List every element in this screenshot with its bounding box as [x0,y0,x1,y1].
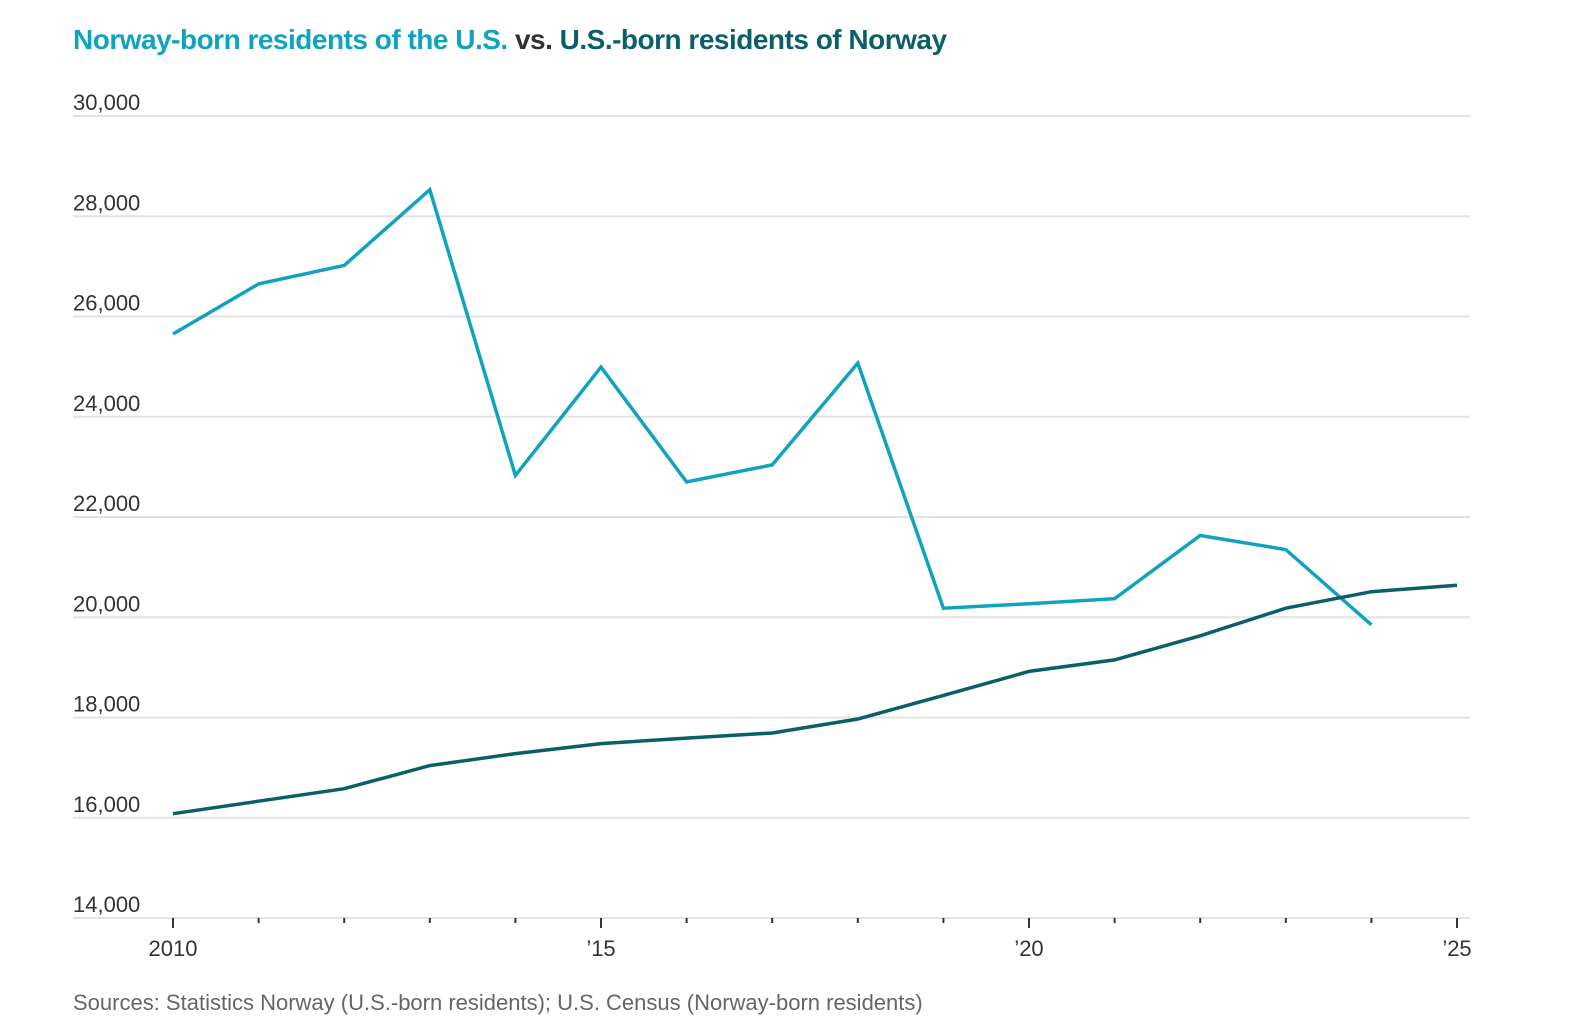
title-series1: Norway-born residents of the U.S. [73,24,508,55]
x-tick-label: ’15 [586,936,615,961]
source-note: Sources: Statistics Norway (U.S.-born re… [73,990,923,1015]
y-tick-label: 30,000 [73,90,140,115]
y-tick-label: 16,000 [73,792,140,817]
series-lines [172,186,1458,816]
title-series2: U.S.-born residents of Norway [559,24,947,55]
x-axis: 2010 ’15 ’20 ’25 [149,918,1472,961]
y-tick-label: 24,000 [73,391,140,416]
x-tick-label: ’25 [1442,936,1471,961]
series-line-norway-born-in-us [172,186,1373,627]
chart-title: Norway-born residents of the U.S. vs. U.… [73,22,947,58]
y-axis: 30,000 28,000 26,000 24,000 22,000 20,000 18,0… [73,90,140,917]
y-tick-label: 26,000 [73,291,140,316]
x-tick-label: ’20 [1014,936,1043,961]
y-tick-label: 20,000 [73,591,140,616]
y-tick-label: 28,000 [73,190,140,215]
y-tick-label: 22,000 [73,491,140,516]
title-connector: vs. [507,24,560,55]
y-tick-label: 14,000 [73,892,140,917]
series-line-us-born-in-norway [172,583,1458,816]
x-tick-label: 2010 [149,936,198,961]
y-tick-label: 18,000 [73,692,140,717]
